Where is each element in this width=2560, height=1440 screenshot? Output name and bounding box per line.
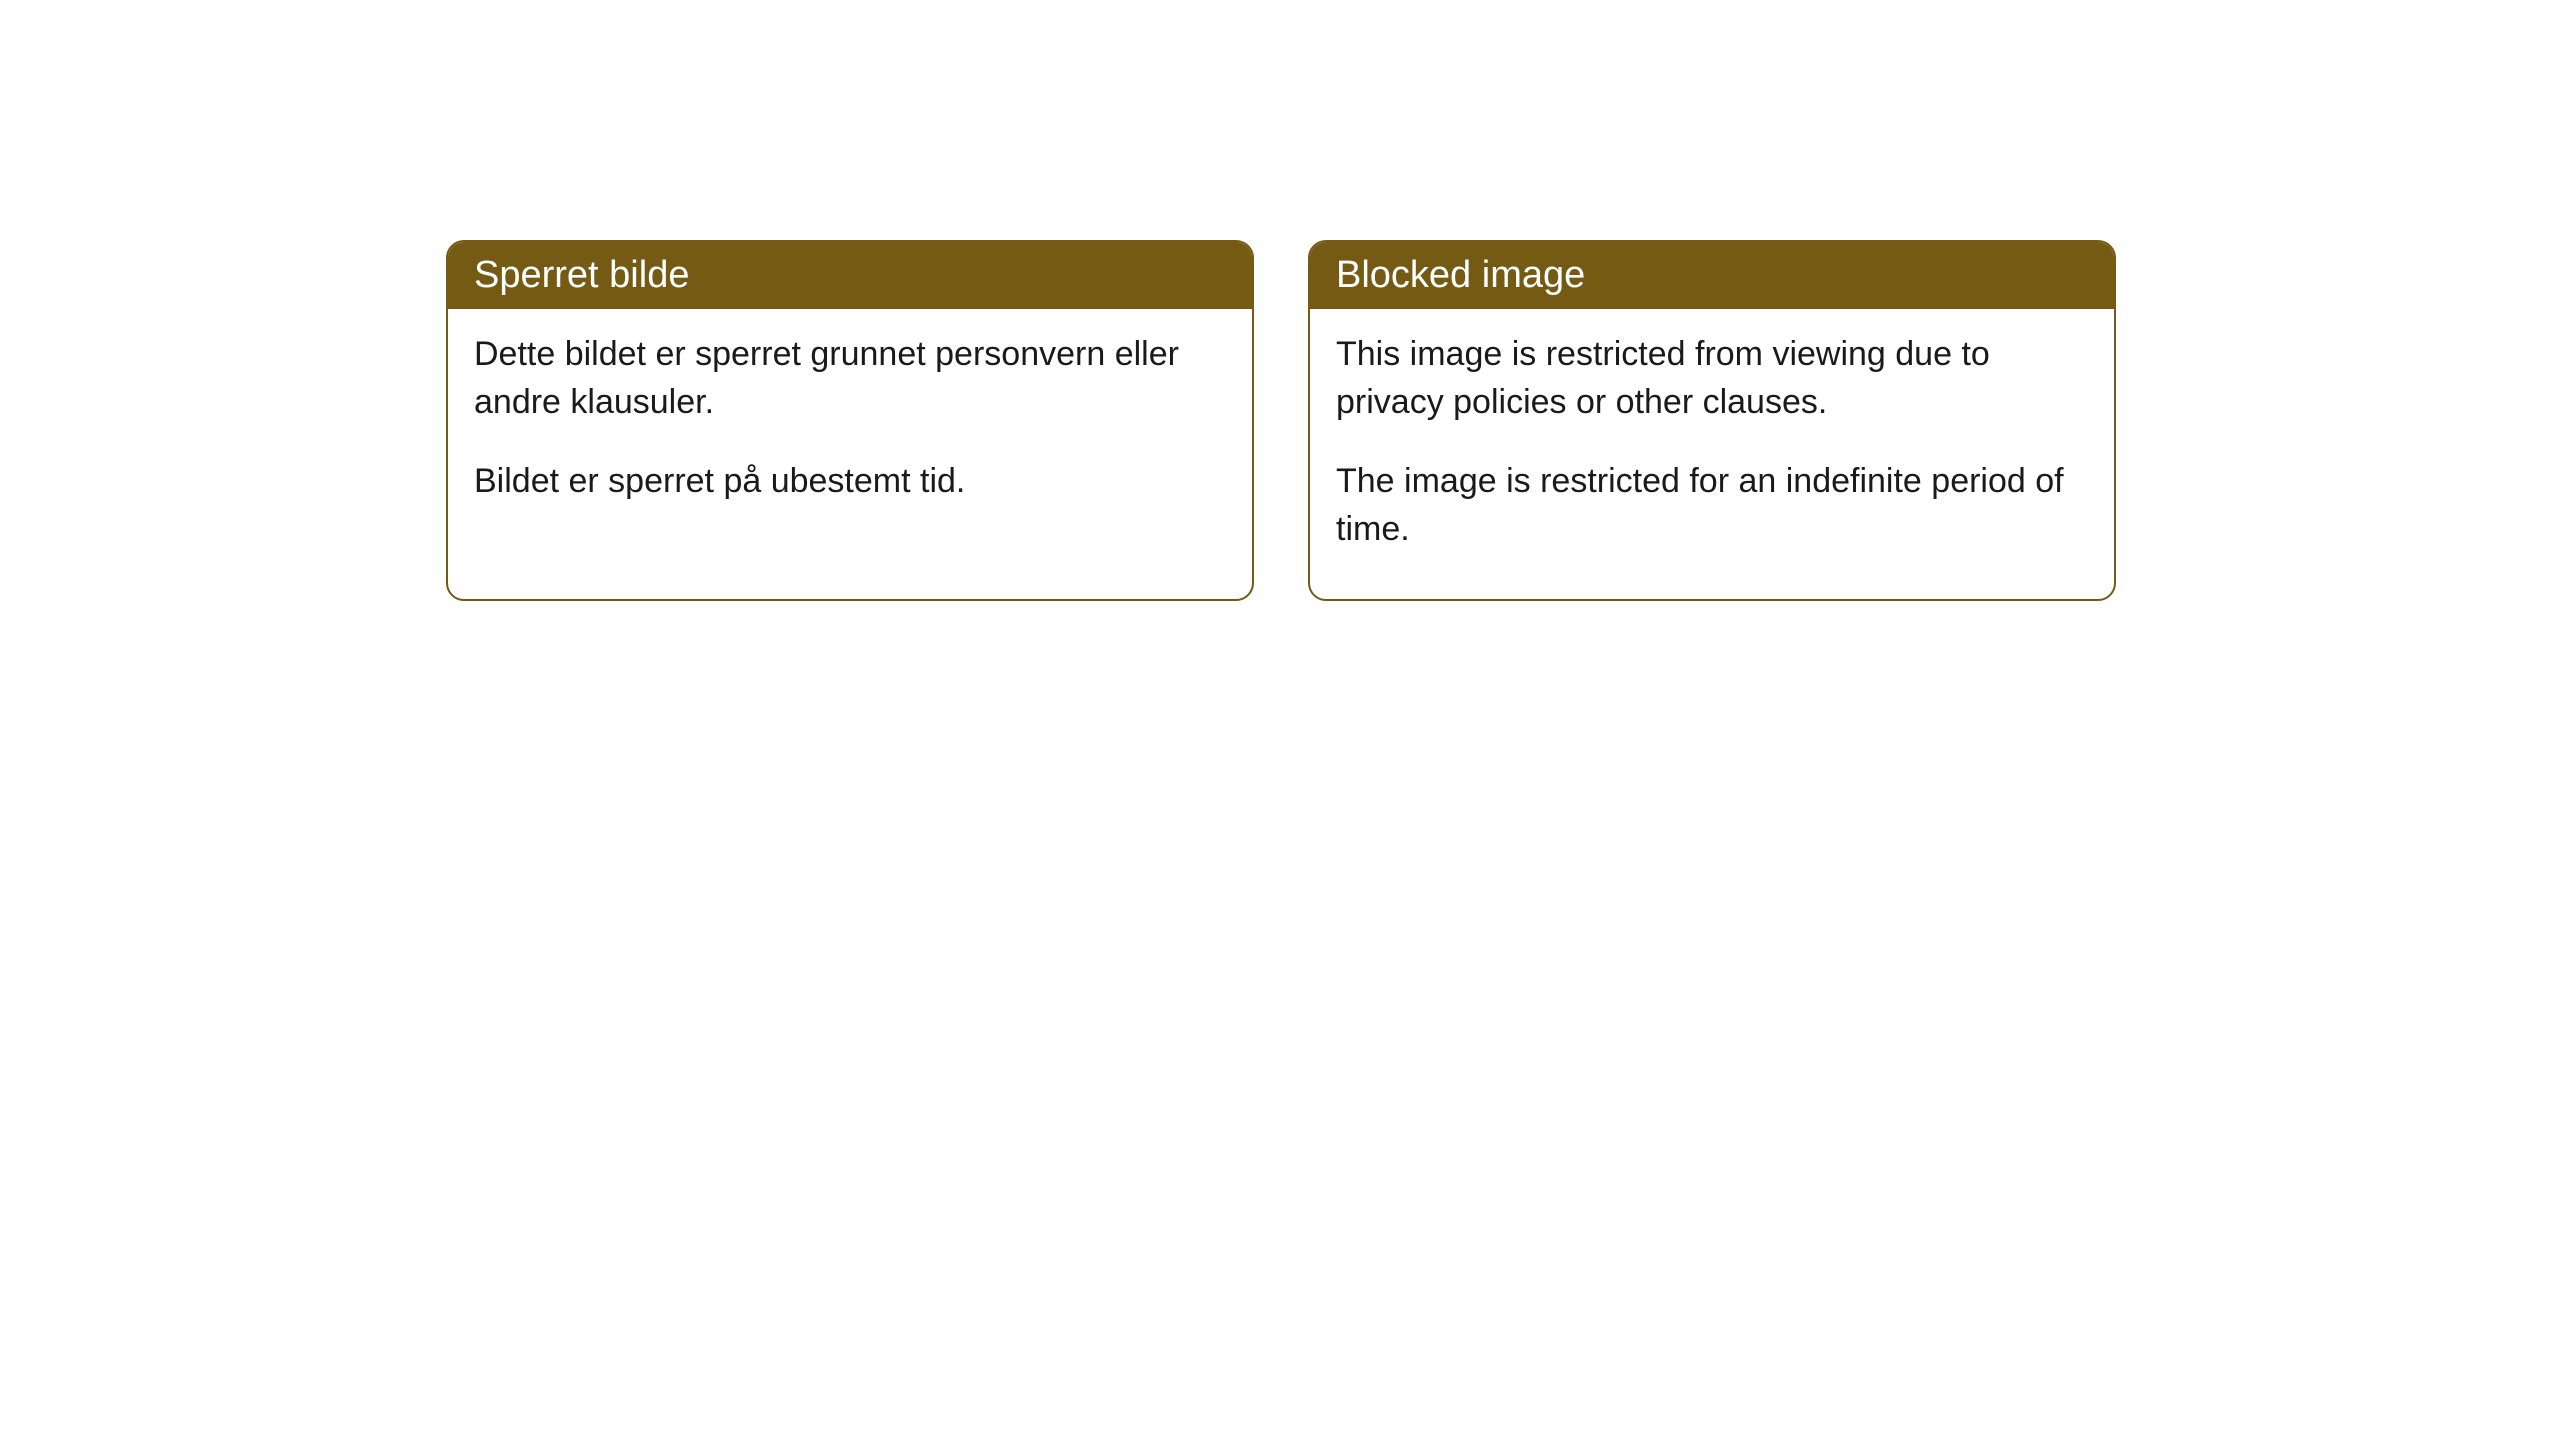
blocked-image-card-english: Blocked image This image is restricted f…: [1308, 240, 2116, 601]
card-body: Dette bildet er sperret grunnet personve…: [448, 309, 1252, 552]
card-header: Blocked image: [1310, 242, 2114, 309]
card-paragraph: This image is restricted from viewing du…: [1336, 331, 2088, 426]
card-paragraph: Dette bildet er sperret grunnet personve…: [474, 331, 1226, 426]
card-paragraph: The image is restricted for an indefinit…: [1336, 458, 2088, 553]
card-header: Sperret bilde: [448, 242, 1252, 309]
card-paragraph: Bildet er sperret på ubestemt tid.: [474, 458, 1226, 506]
cards-container: Sperret bilde Dette bildet er sperret gr…: [0, 0, 2560, 601]
blocked-image-card-norwegian: Sperret bilde Dette bildet er sperret gr…: [446, 240, 1254, 601]
card-title: Blocked image: [1336, 254, 1585, 296]
card-title: Sperret bilde: [474, 254, 689, 296]
card-body: This image is restricted from viewing du…: [1310, 309, 2114, 599]
